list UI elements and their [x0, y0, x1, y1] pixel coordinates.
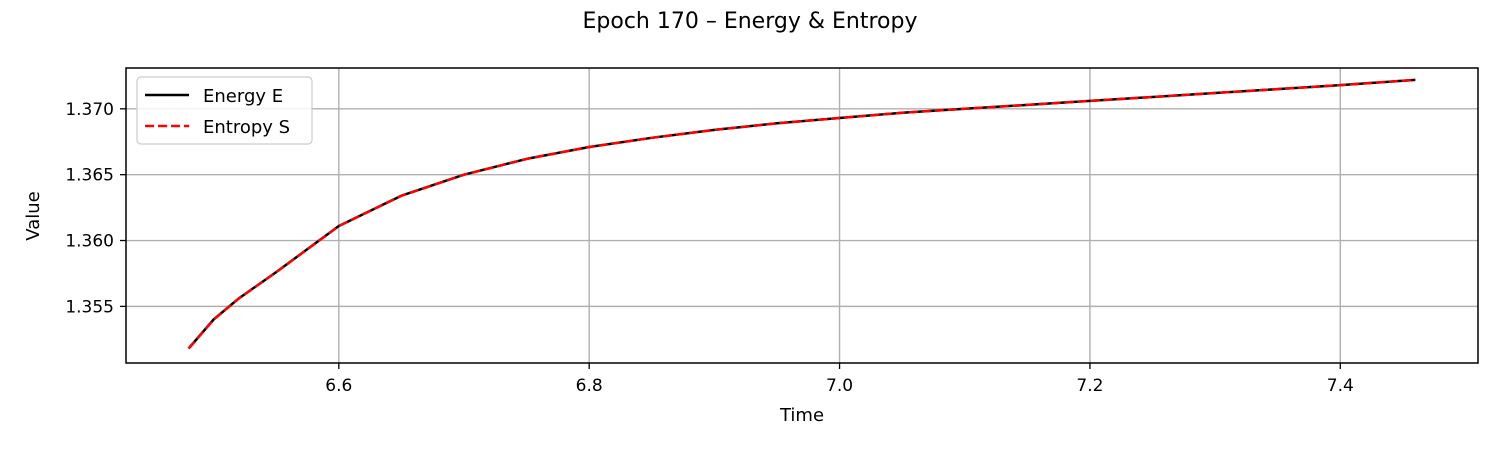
series-layer [187, 78, 1416, 350]
x-tick-label: 6.6 [325, 376, 352, 396]
y-tick-label: 1.355 [65, 297, 114, 317]
x-tick-label: 7.0 [826, 376, 853, 396]
legend-energy-label: Energy E [203, 86, 283, 107]
chart-title: Epoch 170 – Energy & Entropy [583, 9, 918, 34]
y-axis-ticks: 1.355 1.360 1.365 1.370 [65, 100, 126, 317]
grid [126, 68, 1478, 363]
y-axis-label: Value [23, 191, 44, 240]
plot-area-frame [125, 67, 1479, 364]
x-tick-label: 7.4 [1327, 376, 1354, 396]
x-axis-label: Time [779, 405, 824, 426]
legend: Energy E Entropy S [136, 76, 313, 145]
y-tick-label: 1.360 [65, 232, 114, 252]
x-tick-label: 6.8 [576, 376, 603, 396]
legend-entropy-label: Entropy S [203, 117, 290, 138]
x-tick-label: 7.2 [1076, 376, 1103, 396]
y-tick-label: 1.365 [65, 166, 114, 186]
series-line-energy-e [187, 78, 1416, 350]
series-line-entropy-s [187, 78, 1416, 350]
y-tick-label: 1.370 [65, 100, 114, 120]
x-axis-ticks: 6.6 6.8 7.0 7.2 7.4 [325, 363, 1354, 396]
